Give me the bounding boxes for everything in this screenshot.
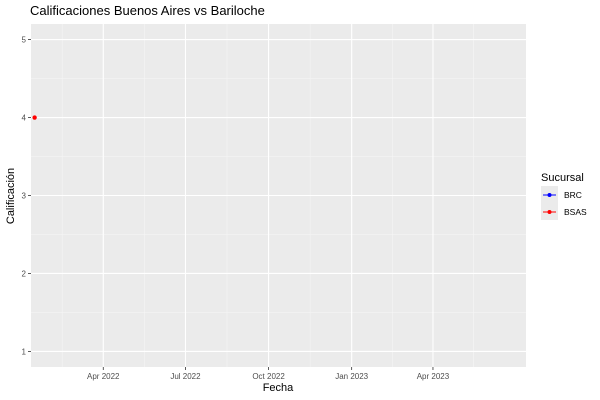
legend-title: Sucursal [541, 172, 584, 184]
y-tick-label: 2 [22, 269, 27, 278]
data-point-bsas [32, 115, 37, 120]
x-tick-label: Oct 2022 [252, 372, 285, 381]
legend-label-bsas: BSAS [564, 207, 587, 217]
x-tick-label: Apr 2022 [87, 372, 120, 381]
data-marks [32, 115, 37, 120]
y-tick-label: 4 [22, 114, 27, 123]
grid-major [31, 24, 526, 367]
legend-point-bsas [547, 210, 552, 214]
y-tick-label: 5 [22, 36, 27, 45]
legend: Sucursal BRC BSAS [541, 172, 587, 220]
x-tick-label: Jan 2023 [335, 372, 368, 381]
legend-point-brc [547, 193, 552, 197]
y-tick-label: 3 [22, 192, 27, 201]
legend-items: BRC BSAS [541, 186, 587, 220]
x-tick-label: Jul 2022 [170, 372, 201, 381]
chart-title: Calificaciones Buenos Aires vs Bariloche [30, 3, 265, 18]
x-tick-label: Apr 2023 [417, 372, 450, 381]
legend-label-brc: BRC [564, 190, 582, 200]
axis-ticks: Apr 2022 Jul 2022 Oct 2022 Jan 2023 Apr 2023… [22, 36, 450, 381]
x-axis-title: Fecha [263, 382, 294, 394]
y-tick-label: 1 [22, 347, 27, 356]
y-axis-title: Calificación [5, 168, 17, 224]
